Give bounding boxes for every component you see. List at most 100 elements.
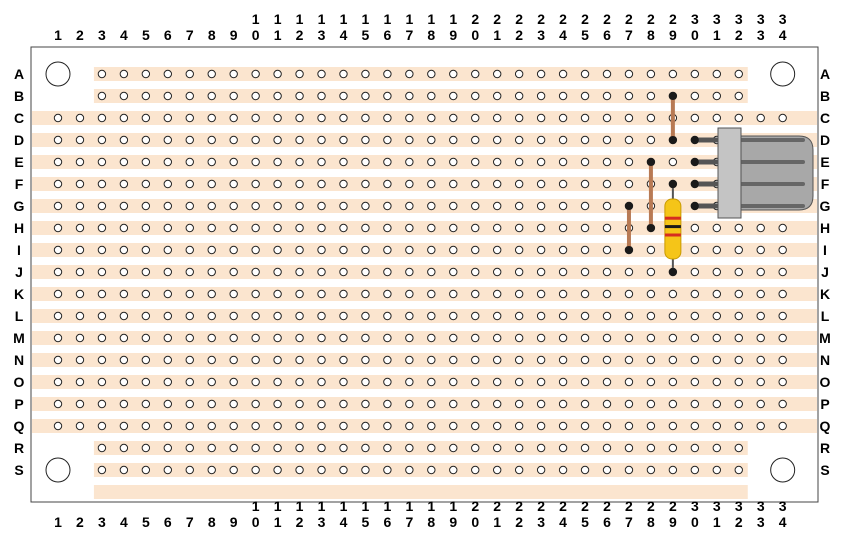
hole-H2 (75, 223, 85, 233)
column-label: 7 (186, 514, 194, 530)
hole-I3 (97, 245, 107, 255)
hole-K8 (207, 289, 216, 299)
hole-F3 (97, 179, 107, 189)
hole-D28 (646, 135, 656, 145)
hole-J20 (471, 267, 480, 277)
hole-C33 (756, 113, 765, 123)
hole-G5 (141, 201, 151, 211)
solder-joint (668, 268, 677, 276)
mounting-holes (45, 61, 796, 483)
hole-C11 (273, 113, 282, 123)
hole-I25 (580, 245, 590, 255)
hole-F19 (449, 179, 458, 189)
hole-H7 (185, 223, 194, 233)
row-label: B (14, 88, 24, 104)
hole-C2 (75, 113, 85, 123)
hole-C20 (471, 113, 480, 123)
column-label: 1 (493, 27, 501, 43)
hole-F12 (295, 179, 304, 189)
column-label: 1 (296, 11, 304, 27)
hole-N4 (119, 355, 129, 365)
hole-H4 (119, 223, 129, 233)
hole-E10 (251, 157, 260, 167)
hole-B5 (141, 91, 151, 101)
hole-S32 (734, 465, 743, 475)
hole-H12 (295, 223, 304, 233)
hole-R3 (97, 443, 107, 453)
row-label: R (14, 440, 24, 456)
column-label: 2 (581, 498, 589, 514)
row-label: H (14, 220, 24, 236)
hole-O13 (317, 377, 326, 387)
hole-S29 (668, 465, 678, 475)
hole-S6 (163, 465, 173, 475)
hole-I7 (185, 245, 194, 255)
hole-I8 (207, 245, 216, 255)
hole-K7 (185, 289, 194, 299)
hole-M15 (361, 333, 370, 343)
hole-H3 (97, 223, 107, 233)
hole-K29 (668, 289, 678, 299)
column-label: 1 (405, 11, 413, 27)
hole-N15 (361, 355, 370, 365)
column-label: 2 (471, 498, 479, 514)
hole-F26 (602, 179, 612, 189)
column-label: 8 (208, 27, 216, 43)
column-label: 1 (274, 514, 282, 530)
hole-D17 (405, 135, 414, 145)
column-label: 1 (449, 498, 457, 514)
column-label: 9 (449, 514, 457, 530)
column-label: 4 (779, 514, 787, 530)
hole-M14 (339, 333, 348, 343)
column-label: 3 (779, 11, 787, 27)
hole-J31 (712, 267, 721, 277)
column-label: 5 (362, 514, 370, 530)
column-label: 1 (340, 498, 348, 514)
hole-M4 (119, 333, 129, 343)
hole-J13 (317, 267, 326, 277)
hole-Q1 (53, 421, 63, 431)
hole-E1 (53, 157, 63, 167)
column-label: 9 (230, 514, 238, 530)
hole-J30 (690, 267, 700, 277)
hole-R12 (295, 443, 304, 453)
column-label: 3 (691, 11, 699, 27)
hole-P33 (756, 399, 765, 409)
column-label: 2 (515, 11, 523, 27)
hole-L33 (756, 311, 765, 321)
hole-M3 (97, 333, 107, 343)
hole-D10 (251, 135, 260, 145)
hole-E6 (163, 157, 173, 167)
column-label: 3 (757, 11, 765, 27)
hole-G21 (493, 201, 502, 211)
hole-I14 (339, 245, 348, 255)
hole-L13 (317, 311, 326, 321)
hole-A4 (119, 69, 129, 79)
hole-I15 (361, 245, 370, 255)
hole-K30 (690, 289, 700, 299)
hole-Q6 (163, 421, 173, 431)
hole-P2 (75, 399, 85, 409)
hole-B16 (383, 91, 392, 101)
hole-R21 (493, 443, 502, 453)
hole-A24 (558, 69, 568, 79)
hole-A20 (471, 69, 480, 79)
hole-S31 (712, 465, 721, 475)
hole-S14 (339, 465, 348, 475)
column-label: 4 (340, 514, 348, 530)
hole-H23 (536, 223, 546, 233)
column-label: 1 (54, 27, 62, 43)
hole-K17 (405, 289, 414, 299)
hole-H14 (339, 223, 348, 233)
hole-E18 (427, 157, 436, 167)
hole-J10 (251, 267, 260, 277)
hole-K1 (53, 289, 63, 299)
hole-B25 (580, 91, 590, 101)
hole-P31 (712, 399, 721, 409)
column-label: 6 (603, 27, 611, 43)
hole-R13 (317, 443, 326, 453)
hole-L9 (229, 311, 238, 321)
hole-F8 (207, 179, 216, 189)
hole-I11 (273, 245, 282, 255)
row-label: O (820, 374, 831, 390)
